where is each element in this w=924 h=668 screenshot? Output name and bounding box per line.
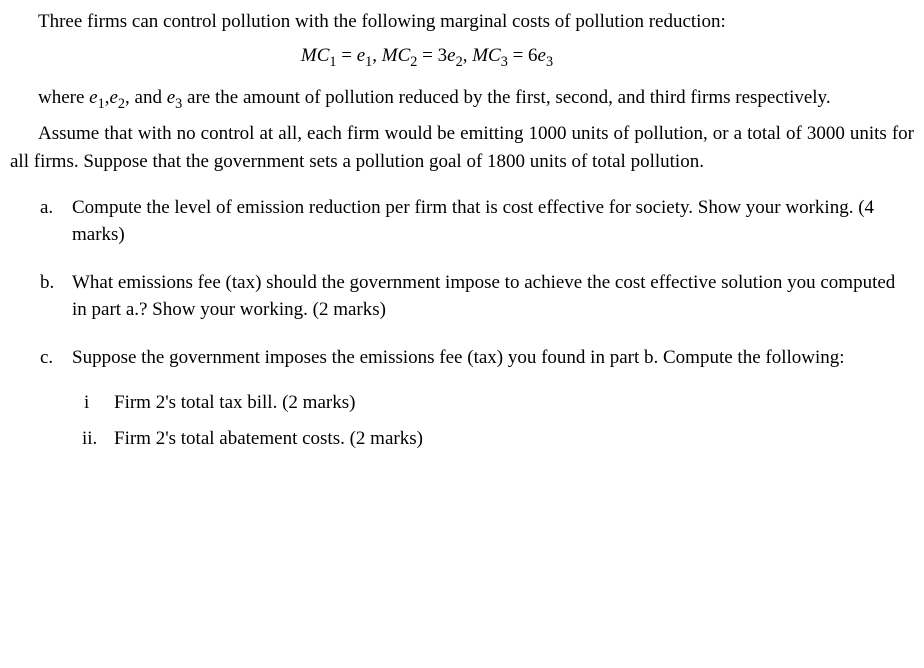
question-a: a. Compute the level of emission reducti… [10, 194, 914, 249]
text-c: are the amount of pollution reduced by t… [182, 87, 830, 108]
inline-e1: e [89, 87, 97, 108]
marker-a: a. [40, 194, 53, 222]
marker-b: b. [40, 269, 54, 297]
marker-c: c. [40, 344, 53, 372]
mc1: MC [301, 45, 330, 66]
inline-e3: e [167, 87, 175, 108]
submarker-i: i [84, 389, 89, 417]
eq3: = [508, 45, 528, 66]
text-a: Compute the level of emission reduction … [72, 197, 874, 246]
sub-question-i: i Firm 2's total tax bill. (2 marks) [72, 389, 914, 417]
mc3: MC [472, 45, 501, 66]
inline-e2: e [109, 87, 117, 108]
eq2: = [417, 45, 437, 66]
question-list: a. Compute the level of emission reducti… [10, 194, 914, 453]
coef2: 3 [438, 45, 448, 66]
intro-paragraph-3: Assume that with no control at all, each… [10, 120, 914, 175]
comma1: , [372, 45, 382, 66]
subtext-ii: Firm 2's total abatement costs. (2 marks… [114, 428, 423, 449]
subtext-i: Firm 2's total tax bill. (2 marks) [114, 392, 355, 413]
intro-paragraph-2: where e1,e2, and e3 are the amount of po… [10, 84, 914, 114]
mc2: MC [382, 45, 411, 66]
intro-paragraph-1: Three firms can control pollution with t… [10, 8, 914, 36]
sub3: 3 [501, 53, 508, 69]
sub2b: 2 [456, 53, 463, 69]
text-a: where [38, 87, 89, 108]
text: Assume that with no control at all, each… [10, 123, 914, 172]
e3: e [538, 45, 546, 66]
eq1: = [337, 45, 357, 66]
comma2: , [463, 45, 473, 66]
inline-s1: 1 [98, 96, 105, 112]
sub-question-list: i Firm 2's total tax bill. (2 marks) ii.… [72, 389, 914, 452]
text: Three firms can control pollution with t… [38, 11, 726, 32]
text-c: Suppose the government imposes the emiss… [72, 347, 845, 368]
submarker-ii: ii. [82, 425, 97, 453]
text-b: , and [125, 87, 167, 108]
sub1: 1 [329, 53, 336, 69]
e1: e [357, 45, 365, 66]
e2: e [447, 45, 455, 66]
coef3: 6 [528, 45, 538, 66]
inline-s2: 2 [118, 96, 125, 112]
question-b: b. What emissions fee (tax) should the g… [10, 269, 914, 324]
equation-line: MC1 = e1, MC2 = 3e2, MC3 = 6e3 [0, 42, 914, 72]
text-b: What emissions fee (tax) should the gove… [72, 272, 895, 321]
sub3b: 3 [546, 53, 553, 69]
question-c: c. Suppose the government imposes the em… [10, 344, 914, 453]
sub-question-ii: ii. Firm 2's total abatement costs. (2 m… [72, 425, 914, 453]
